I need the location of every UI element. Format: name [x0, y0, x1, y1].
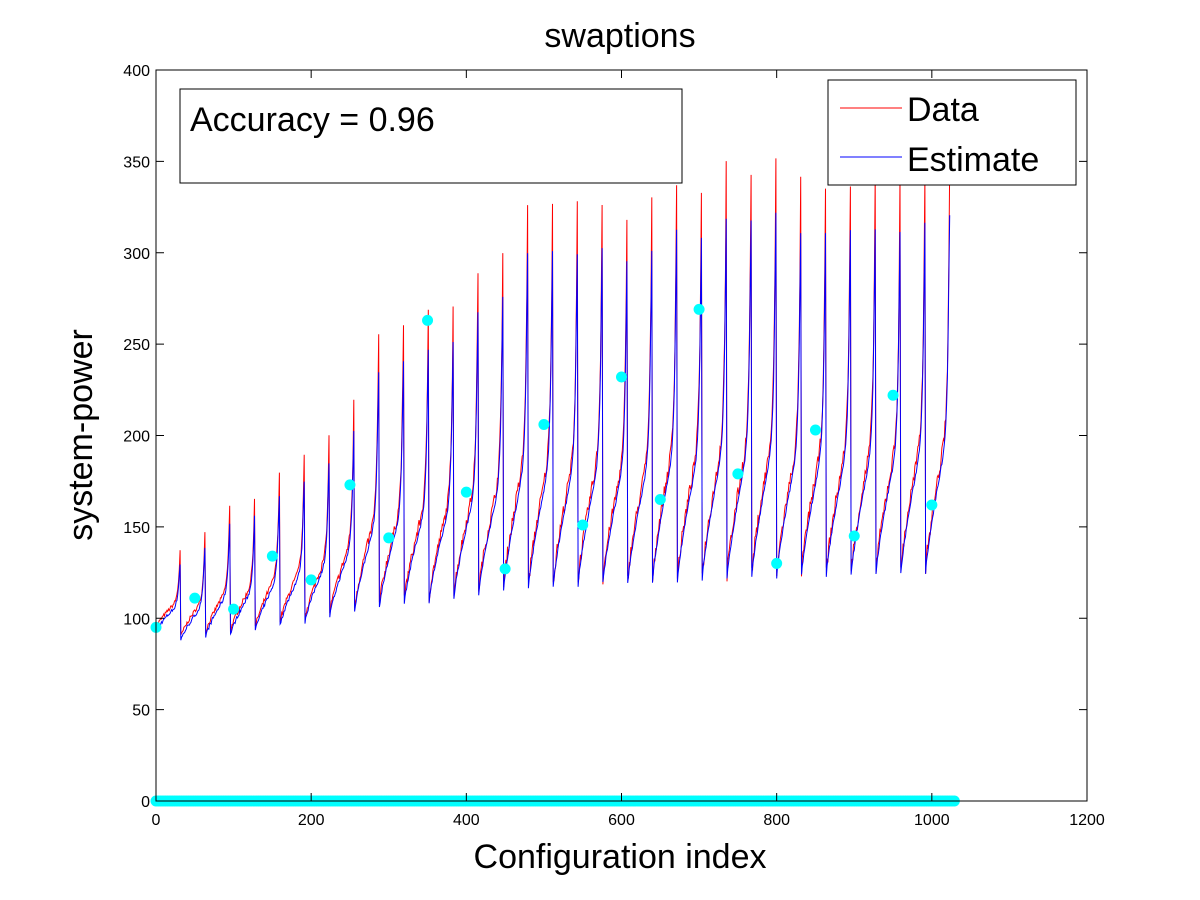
series-line-estimate — [155, 212, 951, 641]
sample-marker — [344, 479, 356, 491]
sample-marker — [499, 563, 511, 575]
accuracy-box-frame — [179, 88, 683, 184]
y-tick-label: 300 — [123, 246, 150, 263]
accuracy-box: Accuracy = 0.96 — [179, 88, 683, 184]
y-tick-label: 200 — [123, 429, 150, 446]
sample-marker — [460, 486, 472, 498]
sample-marker — [577, 519, 589, 531]
legend-frame — [827, 79, 1077, 186]
sample-marker — [926, 499, 938, 511]
x-tick-label: 200 — [298, 812, 325, 829]
x-tick-label: 800 — [763, 812, 790, 829]
y-tick-label: 400 — [123, 63, 150, 80]
y-tick-label: 0 — [141, 794, 150, 811]
x-tick-label: 1200 — [1069, 812, 1105, 829]
sample-marker — [189, 592, 201, 604]
sample-marker — [538, 419, 550, 431]
sample-marker — [305, 574, 317, 586]
ticks-layer: 0 200 400 600 800 1000 1200 0 50 100 150 200 250 300 3… — [123, 63, 1105, 829]
sample-marker — [809, 424, 821, 436]
x-tick-label: 0 — [152, 812, 161, 829]
x-tick-label: 1000 — [914, 812, 950, 829]
sample-marker — [887, 389, 899, 401]
y-axis-title: system-power — [62, 329, 100, 541]
legend-data-label: Data — [907, 91, 979, 129]
plot-background — [156, 70, 1087, 801]
x-tick-label: 400 — [453, 812, 480, 829]
y-tick-label: 350 — [123, 154, 150, 171]
sample-marker — [654, 493, 666, 505]
sample-marker — [732, 468, 744, 480]
x-tick-label: 600 — [608, 812, 635, 829]
sample-marker — [383, 532, 395, 544]
sample-marker — [848, 530, 860, 542]
legend-estimate-label: Estimate — [907, 141, 1039, 179]
y-tick-label: 250 — [123, 337, 150, 354]
sample-marker — [266, 550, 278, 562]
y-tick-label: 100 — [123, 611, 150, 628]
sample-marker — [616, 371, 627, 383]
y-tick-label: 150 — [123, 520, 150, 537]
chart-title: swaptions — [544, 17, 695, 55]
x-axis-title: Configuration index — [474, 838, 767, 876]
sample-marker — [422, 314, 434, 326]
legend: Data Estimate — [827, 79, 1077, 186]
sample-marker — [693, 303, 705, 315]
sample-marker — [771, 557, 783, 569]
y-tick-label: 50 — [132, 703, 150, 720]
sample-marker — [228, 603, 240, 615]
lines-layer — [155, 158, 951, 641]
accuracy-text: Accuracy = 0.96 — [190, 101, 435, 139]
